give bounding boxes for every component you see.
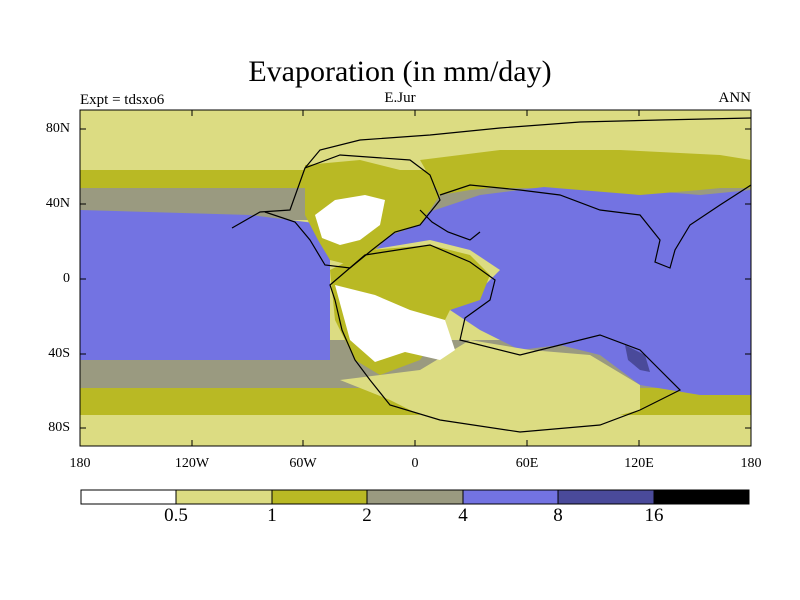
pacific-ocean [80, 210, 330, 360]
x-tick-0: 0 [411, 456, 419, 471]
tethys-ocean [370, 185, 751, 395]
coastline-asia-south [439, 184, 751, 269]
colorbar [80, 489, 750, 505]
coastline-gondwana [329, 244, 682, 433]
colorbar-label-0-5: 0.5 [164, 505, 188, 526]
colorbar-box-7 [653, 489, 750, 505]
colorbar-label-16: 16 [644, 505, 664, 526]
colorbar-label-4: 4 [458, 505, 468, 526]
x-tick-60e: 60E [515, 456, 539, 471]
antarctica-land [340, 340, 640, 430]
colorbar-box-5 [462, 489, 559, 505]
tick-marks [80, 110, 751, 446]
y-tick-40n: 40N [45, 196, 70, 211]
y-tick-80s: 80S [48, 420, 70, 435]
experiment-label: Expt = tdsxo6 [80, 92, 165, 108]
y-tick-80n: 80N [45, 121, 70, 136]
x-tick-180w: 180 [69, 456, 91, 471]
coastline-islands [419, 209, 481, 241]
x-tick-120w: 120W [174, 456, 210, 471]
colorbar-box-1 [80, 489, 177, 505]
dry-region-north [315, 195, 385, 245]
colorbar-box-4 [366, 489, 464, 505]
x-tick-180e: 180 [740, 456, 762, 471]
colorbar-label-2: 2 [362, 505, 372, 526]
x-tick-60w: 60W [289, 456, 317, 471]
colorbar-label-1: 1 [267, 505, 277, 526]
y-tick-40s: 40S [48, 346, 70, 361]
coastline-north-america [231, 154, 441, 269]
y-tick-0: 0 [63, 271, 70, 286]
dry-region-south [335, 285, 455, 362]
season-label: ANN [718, 90, 752, 106]
coastlines [231, 117, 751, 433]
colorbar-label-8: 8 [553, 505, 563, 526]
x-tick-120e: 120E [624, 456, 654, 471]
coastline-arctic [304, 117, 751, 169]
colorbar-box-6 [557, 489, 655, 505]
colorbar-box-3 [271, 489, 368, 505]
eurasia-land [420, 150, 751, 195]
colorbar-box-2 [175, 489, 273, 505]
period-label: E.Jur [384, 90, 416, 106]
map-title: Evaporation (in mm/day) [248, 55, 552, 88]
high-evap-patch [625, 345, 650, 372]
map-field [80, 110, 751, 446]
